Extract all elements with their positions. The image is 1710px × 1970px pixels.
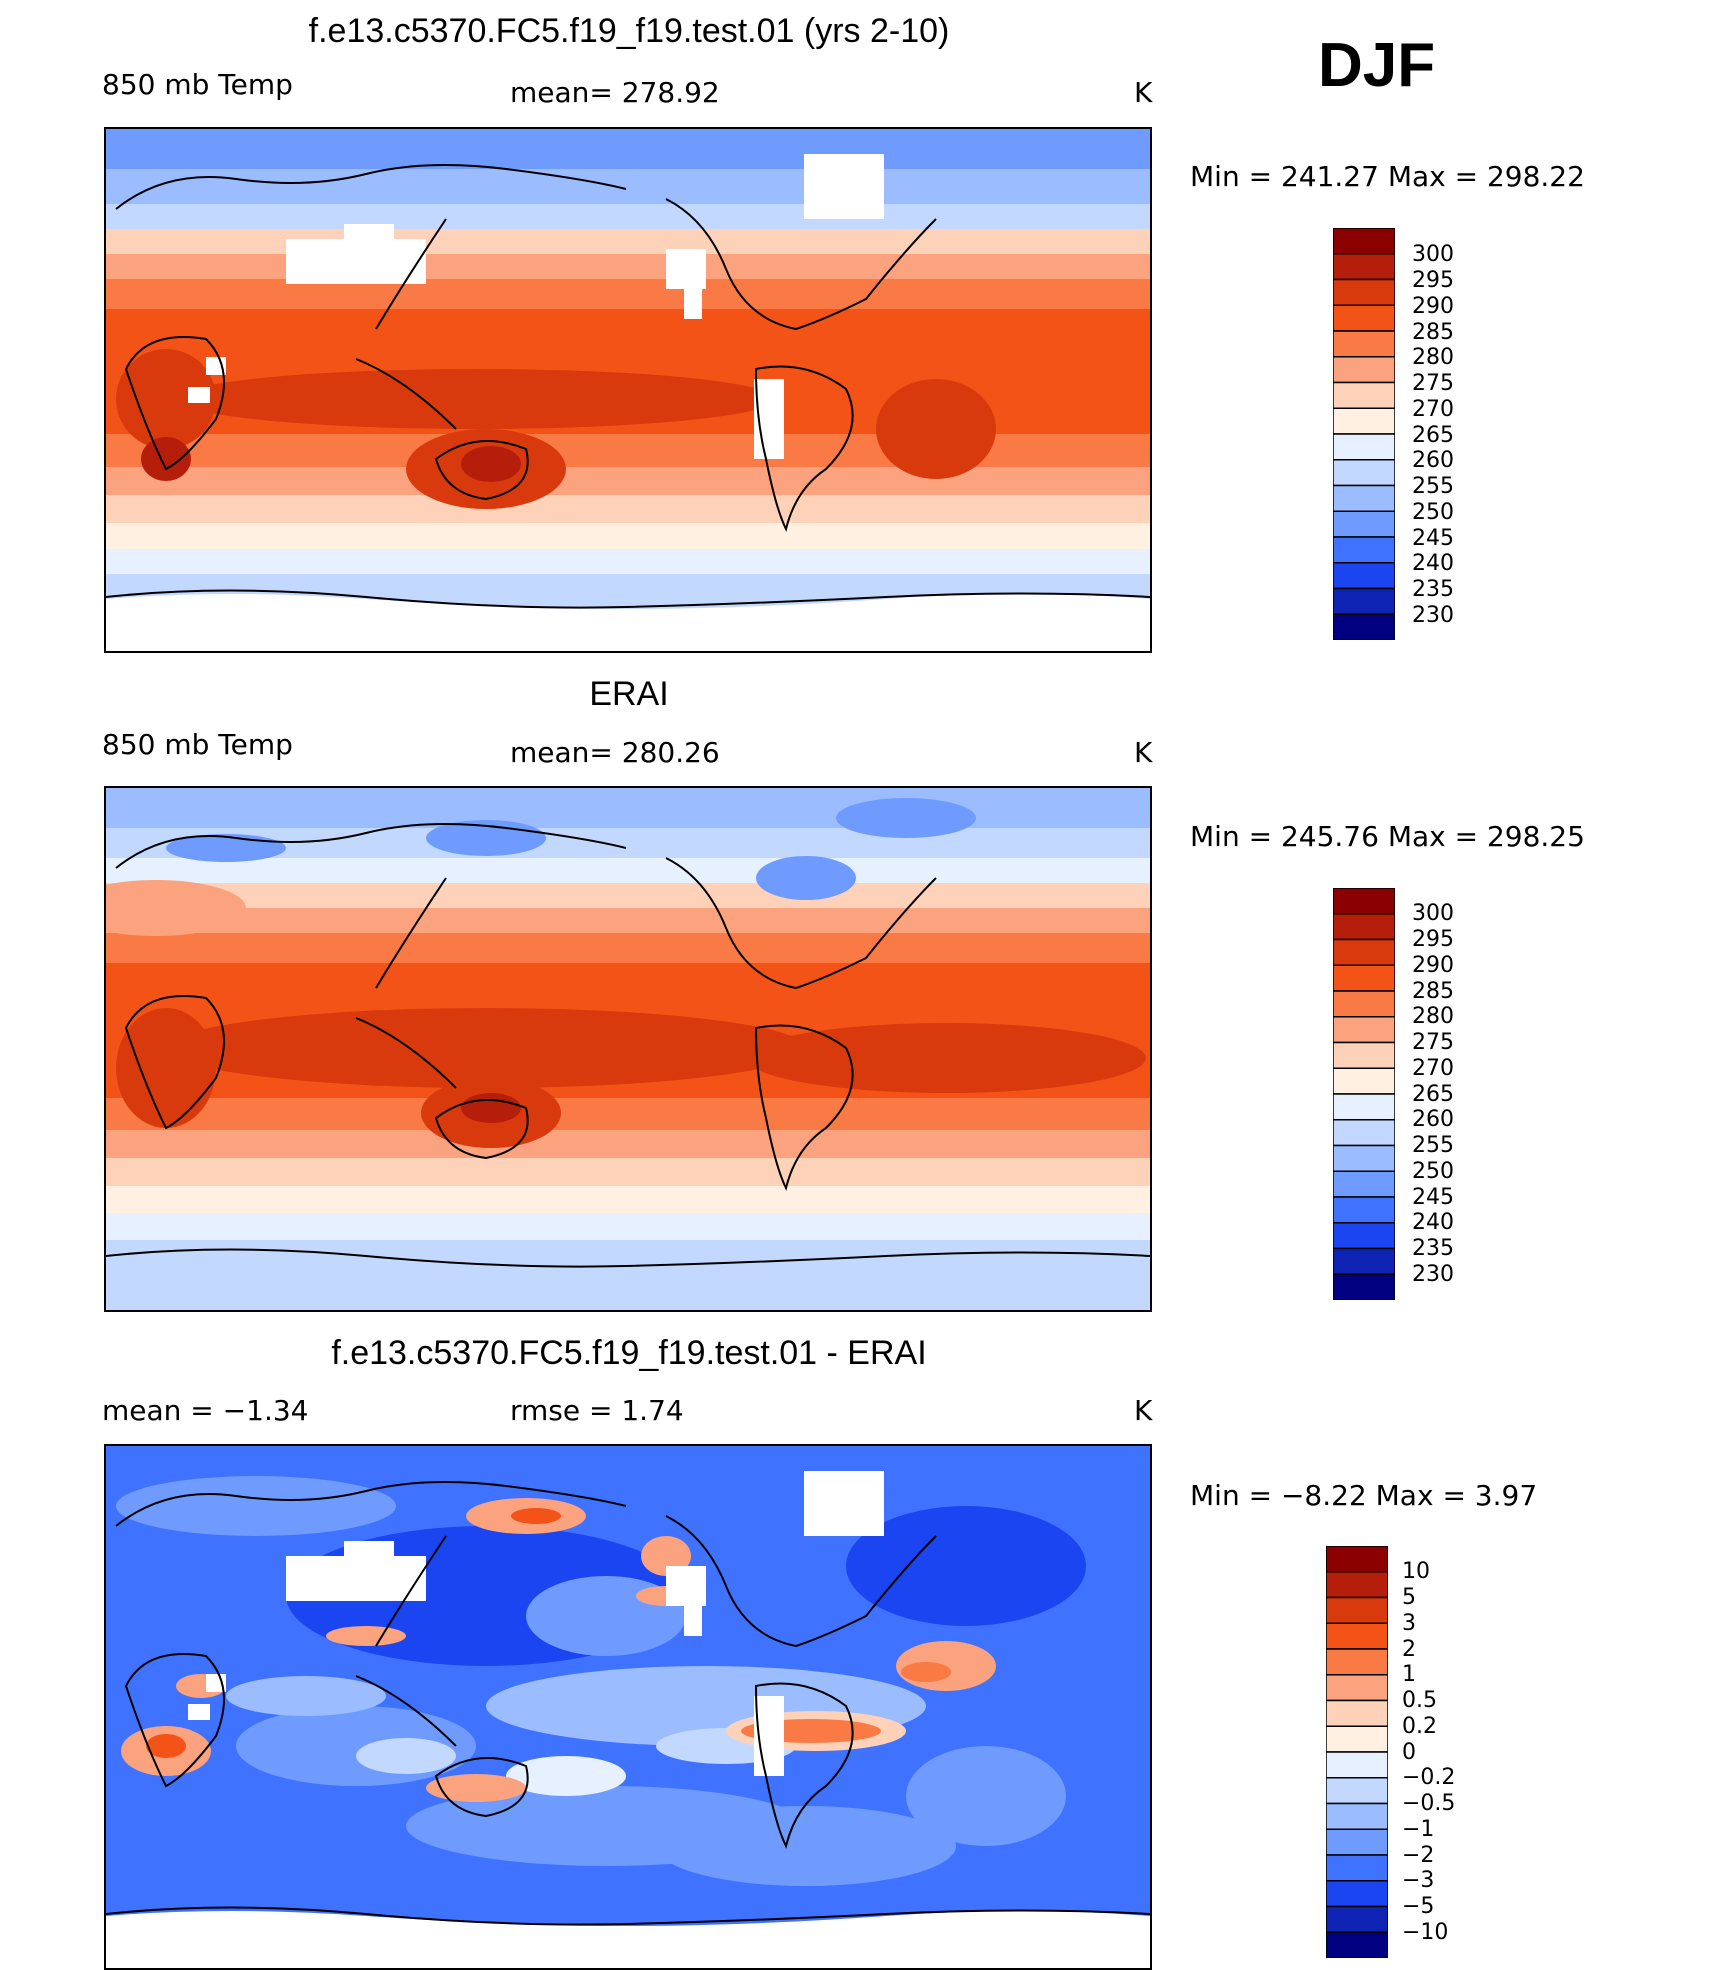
panel2-legend-tick: 290: [1412, 953, 1454, 978]
panel3-legend-tick: −10: [1402, 1920, 1449, 1945]
panel1-legend-tick: 290: [1412, 294, 1454, 319]
panel3-legend-tick: 0.2: [1402, 1714, 1437, 1739]
panel2-legend-tick: 275: [1412, 1030, 1454, 1055]
panel2-legend-tick: 265: [1412, 1082, 1454, 1107]
panel1-title: f.e13.c5370.FC5.f19_f19.test.01 (yrs 2-1…: [308, 12, 950, 50]
panel3-legend-tick: 3: [1402, 1611, 1416, 1636]
panel1-legend-tick: 295: [1412, 268, 1454, 293]
panel3-legend-tick: 10: [1402, 1559, 1430, 1584]
panel2-legend-tick: 240: [1412, 1210, 1454, 1235]
panel3-legend-tick: 1: [1402, 1662, 1416, 1687]
panel3-left-label: mean = −1.34: [102, 1394, 309, 1427]
panel1-map: [104, 127, 1152, 653]
panel1-legend-tick: 270: [1412, 397, 1454, 422]
panel3-legend-tick: 2: [1402, 1637, 1416, 1662]
panel3-legend-tick: −0.5: [1402, 1791, 1456, 1816]
panel3-legend-tick: −0.2: [1402, 1765, 1456, 1790]
panel1-legend-tick: 275: [1412, 371, 1454, 396]
panel3-legend: [1325, 1545, 1389, 1959]
season-label: DJF: [1318, 31, 1436, 100]
panel2-legend-tick: 300: [1412, 901, 1454, 926]
panel3-legend-tick: 0: [1402, 1740, 1416, 1765]
panel1-legend-tick: 265: [1412, 423, 1454, 448]
panel1-legend-tick: 235: [1412, 577, 1454, 602]
panel3-title: f.e13.c5370.FC5.f19_f19.test.01 - ERAI: [331, 1334, 927, 1372]
panel2-legend-tick: 270: [1412, 1056, 1454, 1081]
panel3-legend-tick: −3: [1402, 1868, 1435, 1893]
panel1-legend-tick: 230: [1412, 603, 1454, 628]
panel1-legend-tick: 280: [1412, 345, 1454, 370]
panel1-minmax: Min = 241.27 Max = 298.22: [1190, 160, 1585, 193]
panel3-legend-tick: −2: [1402, 1843, 1435, 1868]
panel1-left-label: 850 mb Temp: [102, 68, 293, 101]
panel2-legend-tick: 280: [1412, 1004, 1454, 1029]
panel2-legend-tick: 285: [1412, 979, 1454, 1004]
panel2-minmax: Min = 245.76 Max = 298.25: [1190, 820, 1585, 853]
panel1-legend-tick: 300: [1412, 242, 1454, 267]
panel2-map: [104, 786, 1152, 1312]
panel1-center-label: mean= 278.92: [510, 76, 720, 109]
panel3-legend-tick: −5: [1402, 1894, 1435, 1919]
panel3-center-label: rmse = 1.74: [510, 1394, 684, 1427]
panel2-legend-tick: 260: [1412, 1107, 1454, 1132]
panel2-left-label: 850 mb Temp: [102, 728, 293, 761]
panel1-legend: [1332, 227, 1396, 641]
panel1-legend-tick: 255: [1412, 474, 1454, 499]
panel2-legend-tick: 230: [1412, 1262, 1454, 1287]
panel3-legend-tick: −1: [1402, 1817, 1435, 1842]
panel2-center-label: mean= 280.26: [510, 736, 720, 769]
panel1-units: K: [1134, 76, 1153, 109]
panel3-minmax: Min = −8.22 Max = 3.97: [1190, 1479, 1538, 1512]
panel2-units: K: [1134, 736, 1153, 769]
panel1-legend-tick: 260: [1412, 448, 1454, 473]
panel2-legend-tick: 235: [1412, 1236, 1454, 1261]
panel2-title: ERAI: [589, 675, 669, 713]
panel1-legend-tick: 285: [1412, 320, 1454, 345]
panel3-map: [104, 1444, 1152, 1970]
panel1-legend-tick: 240: [1412, 551, 1454, 576]
panel2-legend-tick: 250: [1412, 1159, 1454, 1184]
panel1-legend-tick: 245: [1412, 526, 1454, 551]
panel2-legend: [1332, 887, 1396, 1301]
panel3-legend-tick: 0.5: [1402, 1688, 1437, 1713]
panel3-legend-tick: 5: [1402, 1585, 1416, 1610]
panel2-legend-tick: 255: [1412, 1133, 1454, 1158]
panel1-legend-tick: 250: [1412, 500, 1454, 525]
panel2-legend-tick: 295: [1412, 927, 1454, 952]
panel2-legend-tick: 245: [1412, 1185, 1454, 1210]
panel3-units: K: [1134, 1394, 1153, 1427]
